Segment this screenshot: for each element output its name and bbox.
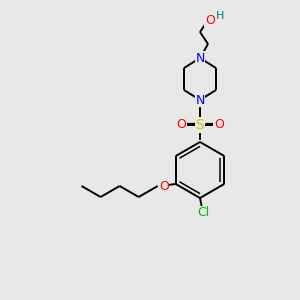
Text: O: O bbox=[214, 118, 224, 130]
Text: Cl: Cl bbox=[197, 206, 209, 220]
Text: S: S bbox=[196, 118, 204, 132]
Text: O: O bbox=[176, 118, 186, 130]
Text: N: N bbox=[195, 94, 205, 106]
Text: O: O bbox=[205, 14, 215, 26]
Text: O: O bbox=[159, 179, 169, 193]
Text: N: N bbox=[195, 52, 205, 64]
Text: H: H bbox=[216, 11, 224, 21]
